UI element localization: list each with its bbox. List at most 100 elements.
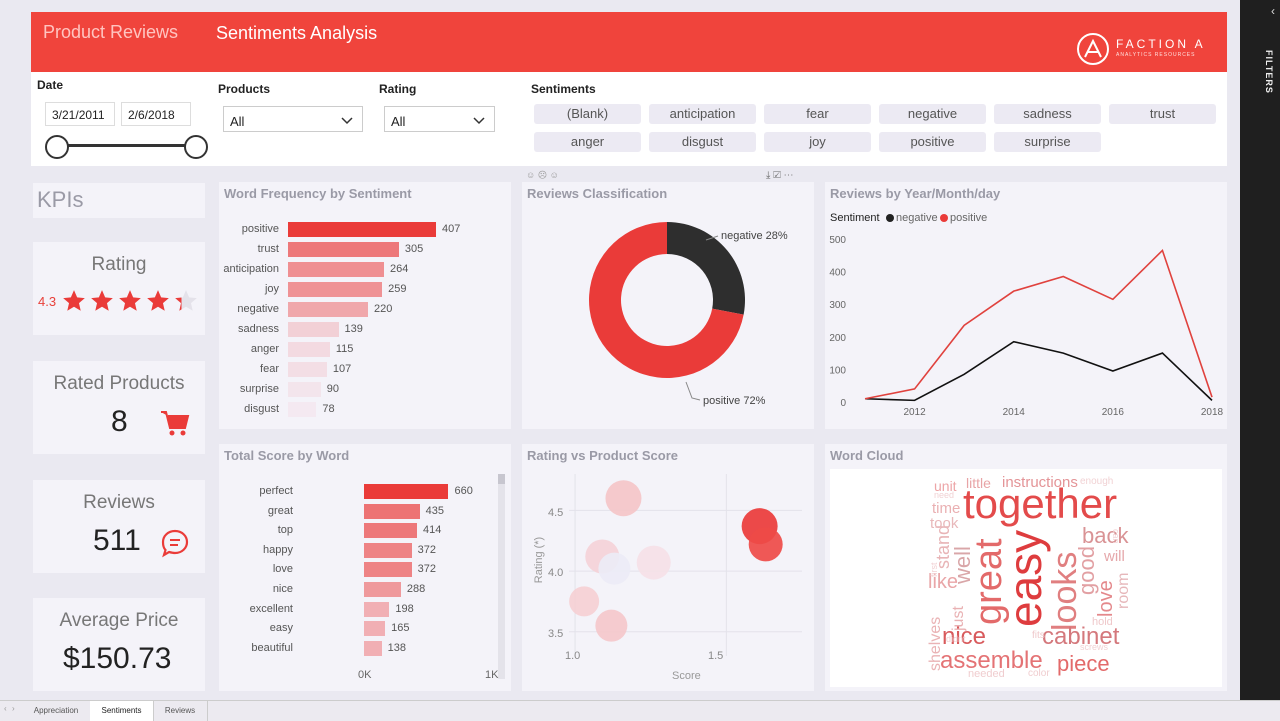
legend-positive-dot xyxy=(940,214,948,222)
bar[interactable] xyxy=(364,640,382,656)
bar-value: 198 xyxy=(395,602,414,615)
bar[interactable] xyxy=(364,484,449,499)
cloud-word: nice xyxy=(942,623,987,650)
donut-slice-positive[interactable] xyxy=(589,222,744,378)
bar-label: love xyxy=(272,563,293,576)
word-frequency-title: Word Frequency by Sentiment xyxy=(224,186,412,201)
bar[interactable] xyxy=(288,402,317,417)
tab-scroll-right-icon[interactable]: › xyxy=(12,704,15,713)
logo-emblem-icon xyxy=(1077,33,1109,65)
sentiment-chip[interactable]: fear xyxy=(764,104,871,124)
nav-product-reviews[interactable]: Product Reviews xyxy=(43,22,179,42)
bar[interactable] xyxy=(288,342,330,357)
cloud-word: enough xyxy=(1080,476,1114,487)
date-slider-track[interactable] xyxy=(56,144,194,147)
date-end-input[interactable]: 2/6/2018 xyxy=(121,102,191,126)
date-label: Date xyxy=(37,78,64,92)
cloud-word: assemble xyxy=(940,647,1043,674)
donut-label-positive: positive 72% xyxy=(703,395,766,407)
chevron-down-icon xyxy=(341,117,353,125)
scatter-point[interactable] xyxy=(636,545,671,580)
scrollbar-track[interactable] xyxy=(498,474,505,679)
x-tick-label: 2016 xyxy=(1102,407,1125,418)
scatter-point[interactable] xyxy=(748,527,783,562)
sentiment-chip[interactable]: anger xyxy=(534,132,641,152)
bar-value: 414 xyxy=(422,524,442,537)
cloud-word: like xyxy=(928,571,959,593)
legend-negative: negative xyxy=(896,212,938,224)
page-tab-sentiments[interactable]: Sentiments xyxy=(90,701,154,721)
bar-value: 264 xyxy=(390,263,409,275)
sentiment-chip[interactable]: trust xyxy=(1109,104,1216,124)
sentiment-chip[interactable]: negative xyxy=(879,104,986,124)
leader-line xyxy=(705,235,719,241)
products-dropdown[interactable]: All xyxy=(223,106,363,132)
bar[interactable] xyxy=(364,503,420,519)
bar[interactable] xyxy=(288,362,327,377)
date-slider-end-handle[interactable] xyxy=(184,135,208,159)
sentiment-chip[interactable]: disgust xyxy=(649,132,756,152)
kpis-title: KPIs xyxy=(37,187,84,212)
bar[interactable] xyxy=(364,601,390,617)
rated-products-title: Rated Products xyxy=(53,373,185,394)
bar[interactable] xyxy=(288,282,383,297)
x-tick-label: 2018 xyxy=(1201,407,1224,418)
page-tab-appreciation[interactable]: Appreciation xyxy=(22,701,91,721)
sentiment-chip[interactable]: sadness xyxy=(994,104,1101,124)
collapse-arrow-icon[interactable]: ‹ xyxy=(1271,4,1275,18)
word-cloud-panel: Word Cloud together easy great looks nic… xyxy=(825,444,1227,691)
legend-title: Sentiment xyxy=(830,212,880,224)
bar[interactable] xyxy=(364,542,412,558)
rating-dropdown[interactable]: All xyxy=(384,106,495,132)
y-tick-label: 500 xyxy=(829,235,846,246)
bar[interactable] xyxy=(364,621,386,637)
reviews-line-chart: 0 100 200 300 400 500 2012 2014 2016 2018 xyxy=(829,235,1224,418)
sentiment-chip[interactable]: surprise xyxy=(994,132,1101,152)
bar[interactable] xyxy=(364,562,412,578)
bar-value: 115 xyxy=(335,343,354,355)
reviews-by-year-panel: Reviews by Year/Month/day Sentiment nega… xyxy=(825,182,1227,429)
scatter-point[interactable] xyxy=(605,480,642,517)
bar[interactable] xyxy=(288,382,321,397)
cloud-word: instructions xyxy=(1002,474,1078,491)
bar-value: 372 xyxy=(417,563,436,576)
bar[interactable] xyxy=(288,322,339,337)
scatter-point[interactable] xyxy=(598,552,631,585)
x-tick-label: 2012 xyxy=(903,407,926,418)
sentiment-chip[interactable]: anticipation xyxy=(649,104,756,124)
bar[interactable] xyxy=(288,262,384,277)
rated-products-value: 8 xyxy=(111,405,128,438)
nav-sentiments-analysis[interactable]: Sentiments Analysis xyxy=(216,23,378,43)
scatter-ytick-2: 4.0 xyxy=(548,567,564,579)
bar-label: easy xyxy=(269,622,293,635)
date-start-input[interactable]: 3/21/2011 xyxy=(45,102,115,126)
scrollbar-thumb[interactable] xyxy=(498,474,505,484)
filters-pane-collapsed[interactable]: ‹ FILTERS xyxy=(1240,0,1280,720)
visual-header-icons[interactable]: ☺ ☹ ☺ xyxy=(526,170,559,180)
series-line-positive[interactable] xyxy=(864,248,1213,400)
page-tab-reviews[interactable]: Reviews xyxy=(153,701,208,721)
sentiment-chip[interactable]: positive xyxy=(879,132,986,152)
sentiment-chip[interactable]: (Blank) xyxy=(534,104,641,124)
date-slider-start-handle[interactable] xyxy=(45,135,69,159)
visual-options-icons[interactable]: ⤓ ☑ ⋯ xyxy=(766,170,794,181)
bar-label: nice xyxy=(272,583,293,595)
bar-value: 259 xyxy=(388,283,407,295)
rating-vs-score-title: Rating vs Product Score xyxy=(527,448,678,463)
products-dropdown-value: All xyxy=(230,114,245,129)
donut-slice-negative[interactable] xyxy=(667,222,745,315)
bar[interactable] xyxy=(288,242,399,257)
bar[interactable] xyxy=(288,222,436,237)
sentiment-chip[interactable]: joy xyxy=(764,132,871,152)
rating-value: 4.3 xyxy=(38,294,57,309)
bar[interactable] xyxy=(364,582,401,597)
bar[interactable] xyxy=(364,523,417,539)
bar-value: 139 xyxy=(344,323,363,335)
series-line-negative[interactable] xyxy=(864,340,1213,402)
filters-pane-label: FILTERS xyxy=(1264,50,1274,94)
bar[interactable] xyxy=(288,302,368,317)
scatter-point[interactable] xyxy=(569,586,600,617)
tab-scroll-left-icon[interactable]: ‹ xyxy=(4,704,7,713)
scatter-xlabel: Score xyxy=(672,670,701,682)
scatter-point[interactable] xyxy=(595,609,628,642)
